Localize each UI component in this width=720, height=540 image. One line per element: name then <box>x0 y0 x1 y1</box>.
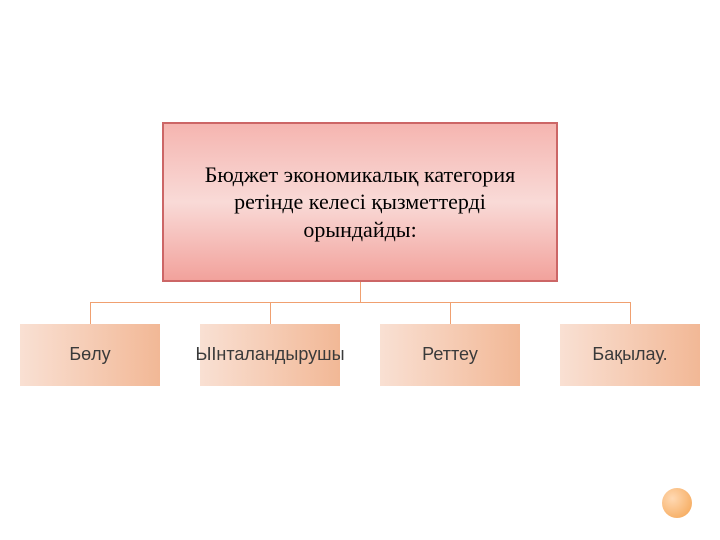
decorative-dot-icon <box>662 488 692 518</box>
connector-segment <box>90 302 91 324</box>
connector-segment <box>630 302 631 324</box>
connector-segment <box>360 282 361 302</box>
root-node-text: Бюджет экономикалық категория ретінде ке… <box>182 161 538 244</box>
child-node-1: ЫІнталандырушы <box>200 324 340 386</box>
child-node-label: Бақылау. <box>592 344 667 366</box>
child-node-label: Реттеу <box>422 344 478 366</box>
child-node-label: Бөлу <box>69 344 110 366</box>
child-node-3: Бақылау. <box>560 324 700 386</box>
root-node: Бюджет экономикалық категория ретінде ке… <box>162 122 558 282</box>
child-node-0: Бөлу <box>20 324 160 386</box>
connector-segment <box>90 302 631 303</box>
connector-segment <box>450 302 451 324</box>
connector-segment <box>270 302 271 324</box>
child-node-label: ЫІнталандырушы <box>196 344 345 366</box>
child-node-2: Реттеу <box>380 324 520 386</box>
